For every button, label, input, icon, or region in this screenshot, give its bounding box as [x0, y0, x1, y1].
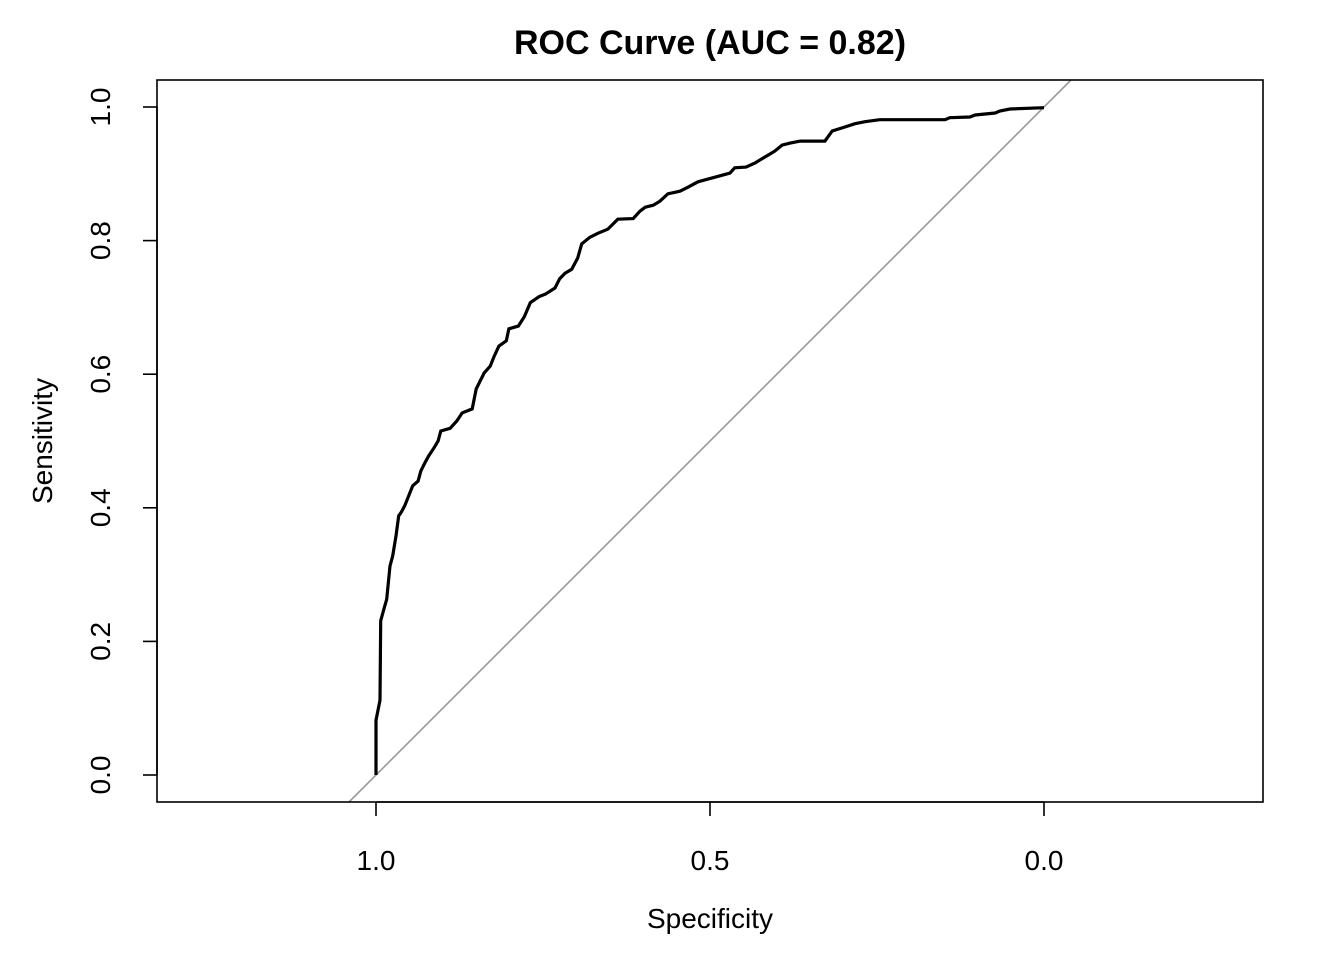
x-tick-label: 1.0 — [357, 845, 396, 876]
x-axis-label: Specificity — [647, 903, 773, 934]
x-tick-label: 0.0 — [1025, 845, 1064, 876]
y-axis-label: Sensitivity — [27, 378, 58, 504]
y-tick-label: 0.6 — [85, 355, 116, 394]
y-tick-label: 0.8 — [85, 221, 116, 260]
roc-curve-line — [374, 106, 1045, 775]
y-tick-label: 1.0 — [85, 88, 116, 127]
reference-diagonal-line — [348, 79, 1072, 803]
y-tick-label: 0.0 — [85, 756, 116, 795]
chart-title: ROC Curve (AUC = 0.82) — [514, 24, 906, 62]
y-tick-label: 0.2 — [85, 622, 116, 661]
x-tick-label: 0.5 — [691, 845, 730, 876]
y-tick-label: 0.4 — [85, 488, 116, 527]
plot-area — [348, 79, 1072, 803]
x-axis: 1.0 0.5 0.0 — [357, 801, 1064, 876]
y-axis: 0.0 0.2 0.4 0.6 0.8 1.0 — [85, 88, 158, 795]
